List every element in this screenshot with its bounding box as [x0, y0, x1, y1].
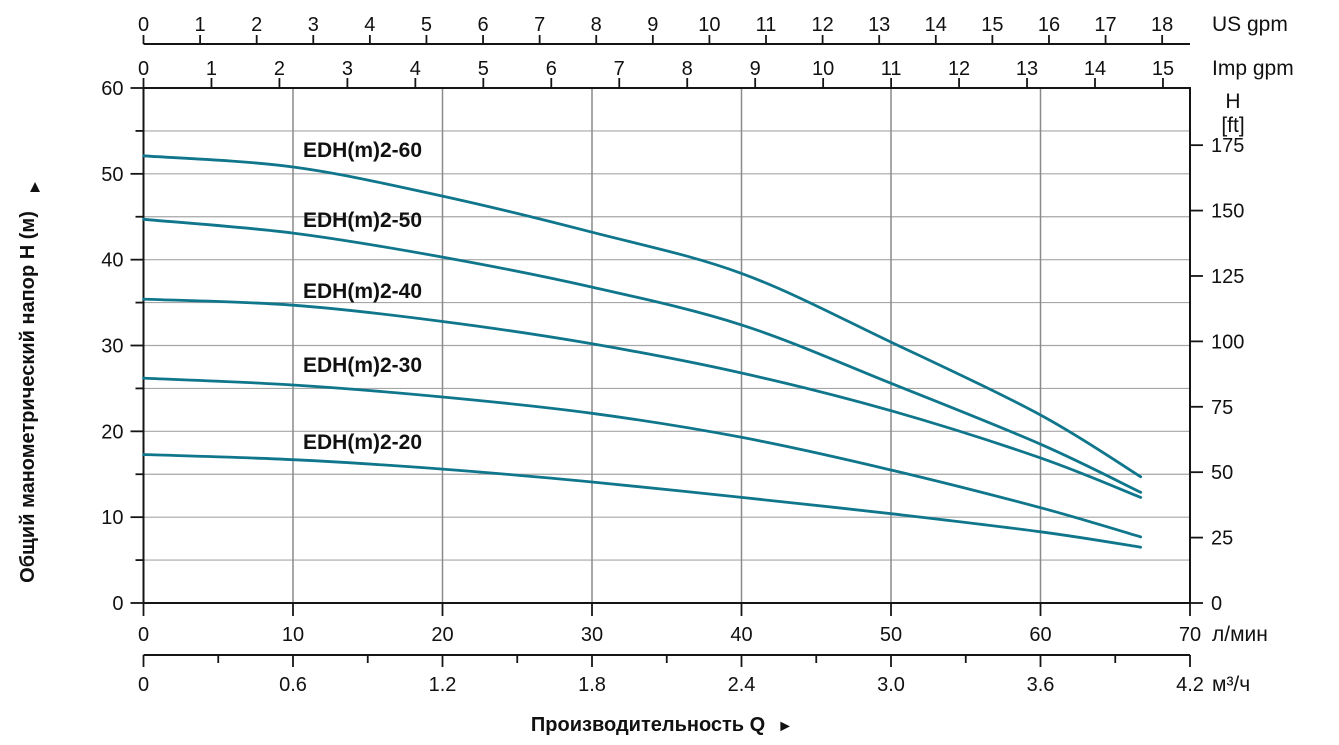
tick-label: 12 [948, 58, 970, 80]
tick-label: 3 [308, 14, 319, 36]
tick-label: 125 [1211, 266, 1244, 288]
tick-label: 3 [342, 58, 353, 80]
flow-m3h-axis: 0 0.6 1.2 1.8 2.4 3.0 3.6 4.2 м³/ч [138, 654, 1250, 696]
tick-label: 40 [101, 250, 123, 272]
tick-label: 10 [698, 14, 720, 36]
tick-label: 10 [101, 507, 123, 529]
tick-label: 40 [730, 624, 752, 646]
tick-label: 2.4 [728, 674, 756, 696]
imp-gpm-axis: 0 1 2 3 4 5 6 7 8 9 10 11 12 13 14 15 Imp gpm [138, 57, 1294, 88]
tick-label: 100 [1211, 331, 1244, 353]
x-axis-title: Производительность Q ► [531, 714, 793, 736]
tick-label: 0 [112, 593, 123, 615]
tick-label: 1 [206, 58, 217, 80]
tick-label: 25 [1211, 528, 1233, 550]
right-axis-title-ft: [ft] [1221, 114, 1244, 137]
tick-label: 30 [101, 336, 123, 358]
curve-edh-m-2-60 [142, 154, 1143, 479]
tick-label: 0 [138, 58, 149, 80]
us-gpm-axis-title: US gpm [1212, 13, 1288, 36]
curve-edh-m-2-30 [142, 376, 1143, 539]
tick-label: 17 [1094, 14, 1116, 36]
x-axis-direction-arrow-icon: ► [777, 718, 793, 735]
tick-label: 175 [1211, 135, 1244, 157]
tick-label: 3.0 [877, 674, 905, 696]
tick-label: 20 [431, 624, 453, 646]
tick-label: 6 [546, 58, 557, 80]
gridlines [143, 88, 1190, 603]
curve-label-edh-m-2-50: EDH(m)2-50 [303, 209, 422, 232]
tick-label: 12 [811, 14, 833, 36]
tick-label: 13 [1016, 58, 1038, 80]
tick-label: 15 [1152, 58, 1174, 80]
tick-label: 3.6 [1027, 674, 1055, 696]
tick-label: 75 [1211, 397, 1233, 419]
right-axis-title-h: H [1225, 90, 1240, 113]
tick-label: 4 [410, 58, 421, 80]
tick-label: 9 [647, 14, 658, 36]
m3h-axis-title: м³/ч [1212, 673, 1250, 696]
tick-label: 10 [812, 58, 834, 80]
tick-label: 2 [274, 58, 285, 80]
tick-label: 5 [421, 14, 432, 36]
tick-label: 50 [880, 624, 902, 646]
tick-label: 0 [1211, 593, 1222, 615]
head-ft-axis: 0 25 50 75 100 125 150 175 H[ft] [1190, 90, 1245, 615]
tick-label: 15 [981, 14, 1003, 36]
tick-label: 0 [138, 624, 149, 646]
tick-label: 20 [101, 421, 123, 443]
tick-label: 1.8 [578, 674, 606, 696]
curve-label-edh-m-2-30: EDH(m)2-30 [303, 354, 422, 377]
tick-label: 60 [1029, 624, 1051, 646]
tick-label: 2 [251, 14, 262, 36]
tick-label: 8 [591, 14, 602, 36]
tick-label: 1 [195, 14, 206, 36]
tick-label: 10 [282, 624, 304, 646]
tick-label: 50 [101, 164, 123, 186]
curve-edh-m-2-50 [142, 217, 1143, 494]
tick-label: 30 [581, 624, 603, 646]
tick-label: 0.6 [279, 674, 307, 696]
tick-label: 7 [614, 58, 625, 80]
tick-label: 60 [101, 78, 123, 100]
us-gpm-axis: 0 1 2 3 4 5 6 7 8 9 10 11 12 13 14 15 16 17 18 US gpm [138, 13, 1288, 45]
tick-label: 0 [138, 14, 149, 36]
curve-label-edh-m-2-60: EDH(m)2-60 [303, 139, 422, 162]
flow-lmin-axis: 0 10 20 30 40 50 60 70 л/мин [138, 603, 1268, 646]
head-m-axis: 0 10 20 30 40 50 60 [101, 78, 144, 615]
tick-label: 1.2 [429, 674, 457, 696]
tick-label: 4 [364, 14, 375, 36]
tick-label: 70 [1179, 624, 1201, 646]
imp-gpm-axis-title: Imp gpm [1212, 57, 1294, 80]
tick-label: 9 [750, 58, 761, 80]
tick-label: 11 [881, 58, 902, 80]
curve-label-edh-m-2-20: EDH(m)2-20 [303, 431, 422, 454]
tick-label: 150 [1211, 201, 1244, 223]
tick-label: 7 [534, 14, 545, 36]
tick-label: 11 [756, 14, 777, 36]
tick-label: 6 [477, 14, 488, 36]
pump-curves [142, 154, 1143, 549]
y-axis-title: Общий манометрический напор H (м) [17, 211, 39, 583]
curve-edh-m-2-40 [142, 297, 1143, 499]
tick-label: 13 [868, 14, 890, 36]
tick-label: 5 [478, 58, 489, 80]
y-axis-direction-arrow-icon: ▲ [27, 177, 44, 196]
tick-label: 14 [1084, 58, 1106, 80]
curve-label-edh-m-2-40: EDH(m)2-40 [303, 280, 422, 303]
curve-edh-m-2-20 [142, 453, 1143, 549]
tick-label: 4.2 [1176, 674, 1204, 696]
tick-label: 14 [925, 14, 947, 36]
curve-labels: EDH(m)2-60 EDH(m)2-50 EDH(m)2-40 EDH(m)2-30… [303, 139, 422, 454]
lmin-axis-title: л/мин [1212, 623, 1268, 646]
tick-label: 50 [1211, 462, 1233, 484]
tick-label: 0 [138, 674, 149, 696]
tick-label: 18 [1151, 14, 1173, 36]
tick-label: 8 [682, 58, 693, 80]
tick-label: 16 [1038, 14, 1060, 36]
